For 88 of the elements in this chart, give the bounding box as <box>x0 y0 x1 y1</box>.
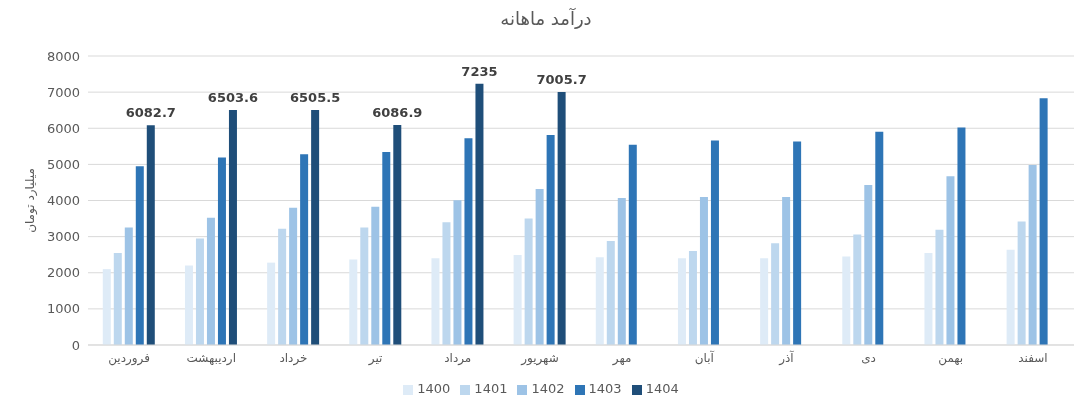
bar <box>289 207 298 345</box>
bar <box>1006 249 1015 345</box>
legend-label: 1404 <box>645 381 679 396</box>
y-tick-label: 4000 <box>46 193 80 209</box>
bar <box>677 258 686 345</box>
bar <box>524 218 533 345</box>
chart-title: درآمد ماهانه <box>499 8 593 31</box>
bar <box>475 83 484 345</box>
y-tick-label: 2000 <box>46 265 80 281</box>
bar <box>699 196 708 345</box>
bar <box>935 229 944 345</box>
y-tick-label: 6000 <box>46 120 80 136</box>
bar <box>382 152 391 345</box>
data-label: 6503.6 <box>207 90 259 106</box>
legend-label: 1403 <box>588 381 622 396</box>
x-tick-label: آذر <box>778 349 795 366</box>
y-axis-title: میلیارد تومان <box>23 168 39 233</box>
bar <box>546 135 555 345</box>
data-label: 6082.7 <box>125 105 176 121</box>
bar <box>617 197 626 345</box>
x-tick-label: اردیبهشت <box>186 350 236 366</box>
bar <box>464 138 473 345</box>
bar <box>628 144 637 345</box>
bar <box>513 255 522 345</box>
bar <box>595 257 604 345</box>
bar <box>360 227 369 345</box>
x-tick-label: مهر <box>611 350 632 366</box>
data-label: 6505.5 <box>290 89 341 105</box>
bar <box>782 196 791 345</box>
bar <box>760 258 769 345</box>
bar <box>102 269 111 345</box>
bar <box>710 140 719 345</box>
legend-label: 1402 <box>531 381 565 396</box>
legend-label: 1401 <box>474 381 508 396</box>
data-label: 7235 <box>461 63 498 79</box>
bar <box>453 200 462 345</box>
bar <box>557 91 566 345</box>
bar <box>349 259 358 345</box>
bar <box>206 217 215 345</box>
y-tick-label: 5000 <box>46 156 80 172</box>
x-tick-label: دی <box>861 350 876 365</box>
bar <box>267 262 276 345</box>
bar <box>113 252 122 345</box>
bar <box>124 227 133 345</box>
data-label: 6086.9 <box>372 105 423 121</box>
x-tick-label: تیر <box>367 350 383 366</box>
bar <box>217 157 226 345</box>
bar <box>842 256 851 345</box>
x-tick-label: بهمن <box>938 350 964 366</box>
bar <box>311 109 320 345</box>
bar <box>393 125 402 345</box>
y-tick-label: 8000 <box>46 48 80 64</box>
y-tick-label: 7000 <box>46 84 80 100</box>
bar <box>688 251 697 345</box>
bar <box>228 110 237 345</box>
bar <box>606 240 615 345</box>
bar <box>300 154 309 345</box>
bar <box>431 258 440 345</box>
x-tick-label: مرداد <box>444 350 472 366</box>
bar <box>793 141 802 345</box>
bar <box>1039 98 1048 345</box>
x-tick-label: اسفند <box>1018 350 1048 365</box>
bar <box>184 265 193 345</box>
legend-label: 1400 <box>417 381 451 396</box>
bar <box>771 243 780 345</box>
y-tick-label: 3000 <box>46 229 80 245</box>
bar <box>864 184 873 345</box>
y-tick-label: 1000 <box>46 301 80 317</box>
x-tick-label: شهریور <box>520 350 559 366</box>
bar <box>957 127 966 345</box>
bar <box>924 252 933 345</box>
bar <box>146 125 155 345</box>
bar <box>535 188 544 345</box>
x-tick-label: فروردین <box>108 350 150 366</box>
y-tick-label: 0 <box>71 337 80 353</box>
bar <box>278 228 287 345</box>
x-tick-label: خرداد <box>279 350 308 366</box>
x-tick-label: آبان <box>694 349 715 365</box>
bar <box>1028 165 1037 345</box>
data-label: 7005.7 <box>536 71 587 87</box>
bar <box>853 234 862 345</box>
bar <box>946 176 955 345</box>
bar <box>135 166 144 345</box>
bar <box>442 222 451 345</box>
bar <box>875 131 884 345</box>
bar <box>1017 221 1026 345</box>
bar <box>371 206 380 345</box>
bar <box>195 238 204 345</box>
